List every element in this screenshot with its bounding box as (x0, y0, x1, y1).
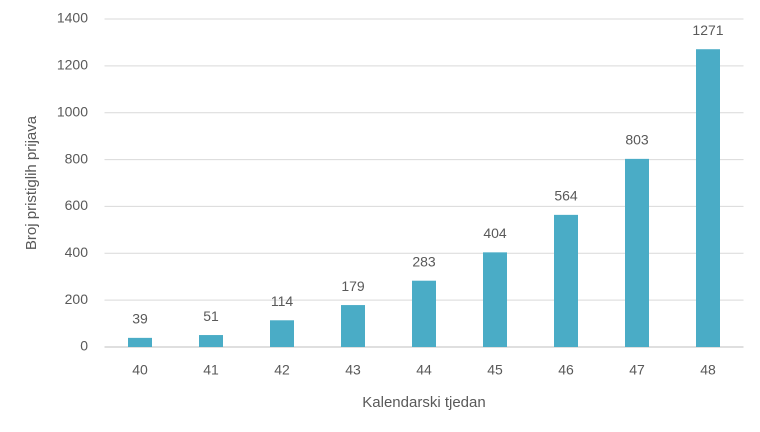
x-tick-label: 46 (558, 362, 574, 378)
bar (199, 335, 223, 347)
bar (270, 320, 294, 347)
bar (341, 305, 365, 347)
bar (696, 49, 720, 347)
x-tick-label: 42 (274, 362, 290, 378)
data-label: 1271 (692, 22, 723, 38)
data-label: 564 (554, 188, 578, 204)
bar (625, 158, 649, 347)
bar (128, 337, 152, 347)
y-axis-title: Broj pristiglih prijava (23, 115, 40, 250)
data-label: 114 (271, 293, 294, 309)
x-tick-label: 44 (416, 362, 432, 378)
y-tick-label: 1000 (57, 103, 88, 119)
y-tick-label: 200 (65, 291, 89, 307)
bar (554, 214, 578, 347)
data-label: 404 (483, 225, 507, 241)
bar (483, 252, 507, 347)
y-tick-label: 800 (65, 150, 89, 166)
y-tick-label: 1200 (57, 57, 88, 73)
x-tick-label: 45 (487, 362, 503, 378)
x-tick-label: 48 (700, 362, 716, 378)
x-axis-title: Kalendarski tjedan (362, 394, 485, 411)
data-label: 803 (625, 132, 649, 148)
y-tick-label: 400 (65, 244, 89, 260)
y-tick-label: 0 (80, 338, 88, 354)
data-label: 51 (203, 308, 219, 324)
data-label: 179 (341, 278, 365, 294)
x-tick-label: 43 (345, 362, 361, 378)
y-tick-label: 1400 (57, 10, 88, 26)
x-tick-label: 47 (629, 362, 645, 378)
x-tick-label: 41 (203, 362, 219, 378)
data-label: 283 (412, 253, 436, 269)
bar (412, 280, 436, 347)
data-label: 39 (132, 311, 148, 327)
x-tick-label: 40 (132, 362, 148, 378)
y-tick-label: 600 (65, 197, 89, 213)
